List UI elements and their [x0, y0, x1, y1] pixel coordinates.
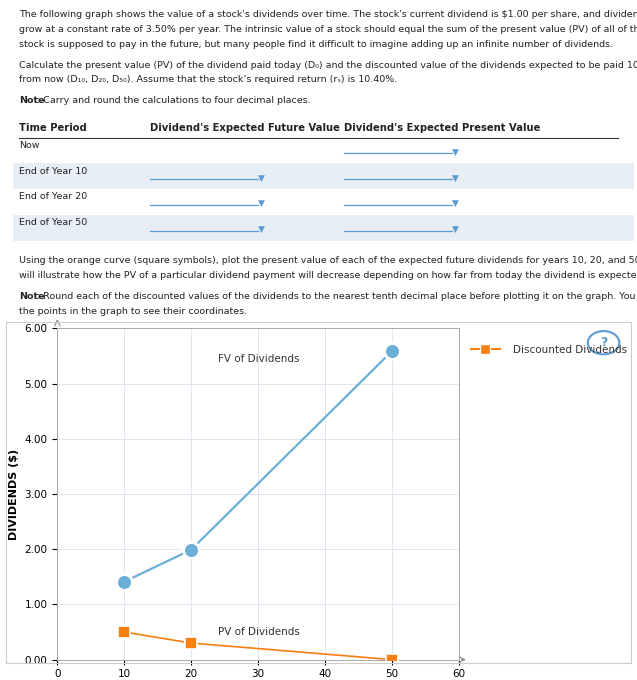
Text: The following graph shows the value of a stock's dividends over time. The stock': The following graph shows the value of a… — [19, 10, 637, 19]
Point — [186, 544, 196, 555]
Text: ▼: ▼ — [258, 225, 265, 234]
Text: Time Period: Time Period — [19, 123, 87, 133]
Text: Now: Now — [19, 141, 39, 150]
Y-axis label: DIVIDENDS ($): DIVIDENDS ($) — [9, 448, 19, 540]
Text: End of Year 20: End of Year 20 — [19, 192, 87, 201]
Text: Discounted Dividends: Discounted Dividends — [513, 345, 627, 355]
Point — [186, 638, 196, 649]
Text: FV of Dividends: FV of Dividends — [218, 354, 299, 364]
Text: Using the orange curve (square symbols), plot the present value of each of the e: Using the orange curve (square symbols),… — [19, 256, 637, 265]
Text: End of Year 50: End of Year 50 — [19, 218, 87, 227]
Text: Dividend's Expected Present Value: Dividend's Expected Present Value — [344, 123, 540, 133]
Point — [119, 577, 129, 588]
Text: ▼: ▼ — [452, 199, 459, 208]
Text: grow at a constant rate of 3.50% per year. The intrinsic value of a stock should: grow at a constant rate of 3.50% per yea… — [19, 25, 637, 34]
Text: PV of Dividends: PV of Dividends — [218, 627, 300, 636]
Text: Dividend's Expected Future Value: Dividend's Expected Future Value — [150, 123, 340, 133]
Text: Note: Note — [19, 292, 45, 301]
Text: Note: Note — [19, 96, 45, 105]
Text: End of Year 10: End of Year 10 — [19, 167, 87, 175]
Text: ▼: ▼ — [452, 173, 459, 182]
Point — [387, 346, 397, 357]
Text: will illustrate how the PV of a particular dividend payment will decrease depend: will illustrate how the PV of a particul… — [19, 271, 637, 280]
Text: from now (D₁₀, D₂₀, D₅₀). Assume that the stock’s required return (rₛ) is 10.40%: from now (D₁₀, D₂₀, D₅₀). Assume that th… — [19, 75, 397, 84]
Point — [119, 626, 129, 637]
Text: Calculate the present value (PV) of the dividend paid today (D₀) and the discoun: Calculate the present value (PV) of the … — [19, 61, 637, 69]
Text: ▼: ▼ — [452, 148, 459, 156]
Text: ▼: ▼ — [258, 199, 265, 208]
Text: ▼: ▼ — [258, 173, 265, 182]
Text: the points in the graph to see their coordinates.: the points in the graph to see their coo… — [19, 307, 247, 316]
Point — [387, 654, 397, 665]
Text: : Round each of the discounted values of the dividends to the nearest tenth deci: : Round each of the discounted values of… — [37, 292, 637, 301]
Text: ?: ? — [600, 336, 607, 350]
Text: stock is supposed to pay in the future, but many people find it difficult to ima: stock is supposed to pay in the future, … — [19, 40, 613, 49]
Text: : Carry and round the calculations to four decimal places.: : Carry and round the calculations to fo… — [37, 96, 311, 105]
Point — [480, 343, 490, 354]
Text: ▼: ▼ — [452, 225, 459, 234]
